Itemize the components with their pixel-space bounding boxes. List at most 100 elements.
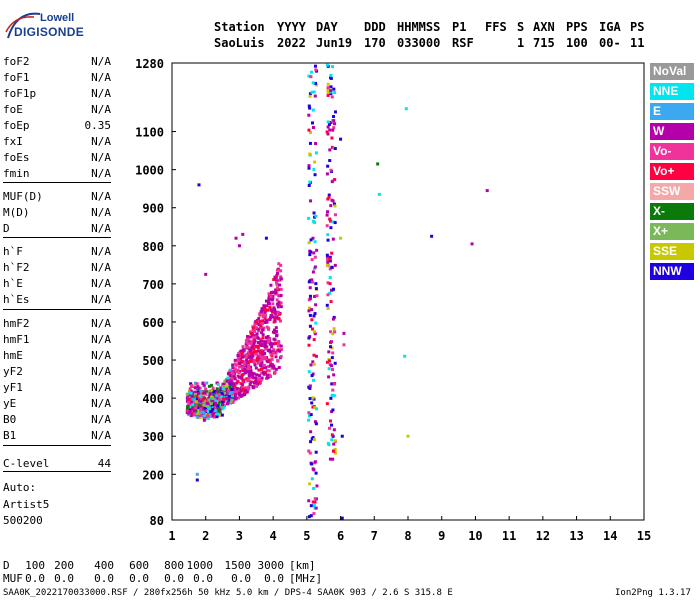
data-point: [252, 372, 256, 376]
data-point: [198, 386, 202, 390]
data-point: [247, 352, 251, 356]
data-point: [277, 365, 281, 369]
d-label: D: [3, 559, 10, 572]
data-point: [262, 320, 266, 324]
param-value: N/A: [91, 190, 111, 203]
data-point: [217, 401, 221, 405]
param-name: h`F2: [3, 261, 30, 274]
data-point: [266, 339, 270, 343]
header-label-iga: IGA: [599, 20, 621, 34]
data-point: [329, 288, 333, 292]
data-point: [189, 382, 193, 386]
data-point: [261, 333, 265, 337]
data-point: [308, 296, 312, 300]
data-point: [256, 349, 260, 353]
data-point: [197, 183, 201, 187]
data-point: [328, 267, 332, 271]
data-point: [195, 394, 199, 398]
data-point: [331, 457, 335, 461]
data-point: [312, 504, 316, 508]
param-row: C-level 44: [3, 457, 111, 473]
data-point: [189, 414, 193, 418]
data-point: [214, 401, 218, 405]
data-point: [253, 382, 257, 386]
data-point: [269, 291, 273, 295]
data-point: [222, 395, 226, 399]
data-point: [271, 342, 275, 346]
data-point: [277, 341, 281, 345]
data-point: [201, 381, 205, 385]
data-point: [228, 392, 232, 396]
data-point: [313, 406, 317, 410]
data-point: [332, 382, 336, 386]
data-point: [257, 316, 261, 320]
data-point: [309, 131, 313, 135]
data-point: [236, 396, 240, 400]
data-point: [256, 335, 260, 339]
param-value: 44: [97, 457, 111, 470]
data-point: [307, 343, 311, 347]
data-point: [265, 304, 269, 308]
param-value: N/A: [91, 381, 111, 394]
data-point: [313, 420, 317, 424]
data-point: [307, 164, 311, 168]
data-point: [246, 355, 250, 359]
data-point: [255, 357, 259, 361]
data-point: [217, 392, 221, 396]
data-point: [330, 423, 334, 427]
data-point: [328, 282, 332, 286]
data-point: [209, 395, 213, 399]
muf-value: 0.0: [264, 572, 284, 585]
data-point: [213, 407, 217, 411]
data-point: [271, 294, 275, 298]
data-point: [211, 397, 215, 401]
x-tick-label: 4: [270, 529, 277, 543]
data-point: [188, 387, 192, 391]
data-point: [326, 233, 330, 237]
data-point: [234, 236, 238, 240]
data-point: [206, 416, 210, 420]
data-point: [314, 68, 318, 72]
data-point: [273, 370, 277, 374]
data-point: [276, 302, 280, 306]
x-tick-label: 5: [303, 529, 310, 543]
data-point: [308, 94, 312, 98]
data-point: [239, 349, 243, 353]
data-point: [271, 296, 275, 300]
data-point: [340, 434, 344, 438]
data-point: [310, 258, 314, 262]
data-point: [197, 394, 201, 398]
data-point: [274, 351, 278, 355]
data-point: [192, 397, 196, 401]
data-point: [245, 353, 249, 357]
data-point: [270, 366, 274, 370]
data-point: [264, 299, 268, 303]
data-point: [254, 345, 258, 349]
data-point: [312, 251, 316, 255]
param-value: N/A: [91, 365, 111, 378]
data-point: [246, 341, 250, 345]
data-point: [242, 363, 246, 367]
data-point: [255, 359, 259, 363]
data-point: [307, 499, 311, 503]
data-point: [240, 373, 244, 377]
data-point: [312, 438, 316, 442]
data-point: [197, 411, 201, 415]
data-point: [274, 367, 278, 371]
data-point: [310, 280, 314, 284]
param-value: N/A: [91, 55, 111, 68]
param-value: N/A: [91, 293, 111, 306]
data-point: [311, 270, 315, 274]
data-point: [315, 294, 319, 298]
data-point: [333, 221, 337, 225]
param-separator: [3, 182, 111, 183]
data-point: [403, 354, 407, 358]
data-point: [244, 339, 248, 343]
data-point: [310, 401, 314, 405]
param-row: foF1p N/A: [3, 87, 111, 103]
data-point: [332, 119, 336, 123]
data-point: [269, 314, 273, 318]
data-point: [332, 428, 336, 432]
data-point: [325, 172, 329, 176]
data-point: [263, 306, 267, 310]
